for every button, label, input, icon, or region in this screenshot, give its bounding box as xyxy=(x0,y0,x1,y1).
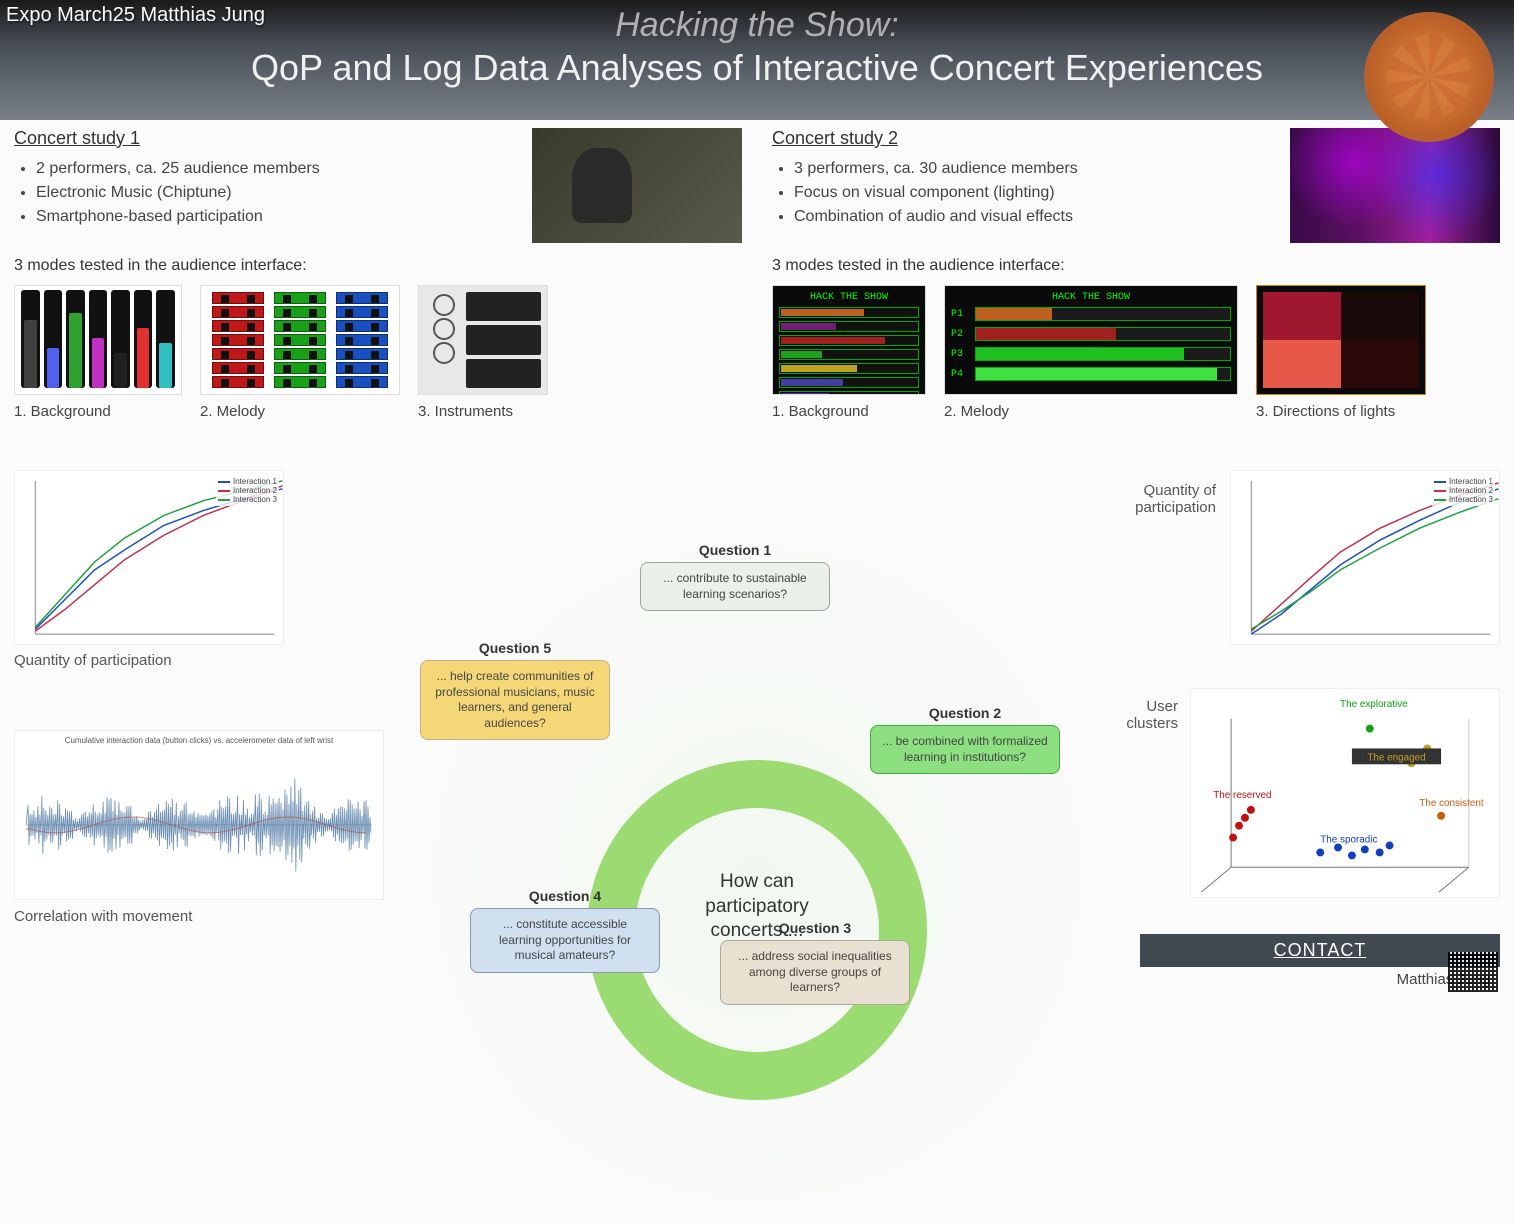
study-1-mode-3: 3. Instruments xyxy=(418,285,548,420)
study-1-mode-1: 1. Background xyxy=(14,285,182,420)
melody-sliders-ui: HACK THE SHOW P1P2P3P4 xyxy=(944,285,1238,395)
study-2-mode-3: 3. Directions of lights xyxy=(1256,285,1426,420)
svg-text:The reserved: The reserved xyxy=(1213,790,1271,801)
chart-quantity-left-label: Quantity of participation xyxy=(14,652,172,669)
study-1-bullets: 2 performers, ca. 25 audience members El… xyxy=(14,157,512,229)
contact-block: CONTACT Matthias Jung xyxy=(1140,934,1500,988)
study-2-mode-2: HACK THE SHOW P1P2P3P4 2. Melody xyxy=(944,285,1238,420)
study-1: Concert study 1 2 performers, ca. 25 aud… xyxy=(14,128,742,420)
chart-quantity-right-label: Quantity of participation xyxy=(1096,482,1216,516)
light-direction-ui xyxy=(1256,285,1426,395)
svg-text:Cumulative interaction data (b: Cumulative interaction data (button clic… xyxy=(65,736,334,745)
study-2-modes-label: 3 modes tested in the audience interface… xyxy=(772,257,1500,275)
chart-correlation: Cumulative interaction data (button clic… xyxy=(14,730,384,900)
question-box: Question 2... be combined with formalize… xyxy=(870,705,1060,774)
chart-correlation-label: Correlation with movement xyxy=(14,908,192,925)
poster-subtitle: QoP and Log Data Analyses of Interactive… xyxy=(0,47,1514,89)
question-box: Question 4... constitute accessible lear… xyxy=(470,888,660,973)
contact-name: Matthias Jung xyxy=(1140,967,1500,988)
instruments-ui xyxy=(418,285,548,395)
svg-text:The explorative: The explorative xyxy=(1340,699,1408,710)
study-2-photo xyxy=(1290,128,1500,243)
study-2-title: Concert study 2 xyxy=(772,128,1270,149)
study-1-modes-label: 3 modes tested in the audience interface… xyxy=(14,257,742,275)
chart-user-clusters-label: User clusters xyxy=(1098,698,1178,732)
faders-ui xyxy=(14,285,182,395)
study-2-mode-1: HACK THE SHOW 1. Background xyxy=(772,285,926,420)
chart-quantity-right: Interaction 1Interaction 2Interaction 3 xyxy=(1230,470,1500,645)
svg-text:The sporadic: The sporadic xyxy=(1320,835,1377,846)
question-box: Question 3... address social inequalitie… xyxy=(720,920,910,1005)
grid-buttons-ui xyxy=(200,285,400,395)
chart-user-clusters: The explorative The engaged The reserved Th… xyxy=(1190,688,1500,898)
study-2-bullets: 3 performers, ca. 30 audience members Fo… xyxy=(772,157,1270,229)
qr-code xyxy=(1448,952,1498,992)
study-1-mode-2: 2. Melody xyxy=(200,285,400,420)
question-box: Question 1... contribute to sustainable … xyxy=(640,542,830,611)
question-box: Question 5... help create communities of… xyxy=(420,640,610,740)
study-2: Concert study 2 3 performers, ca. 30 aud… xyxy=(772,128,1500,420)
background-list-ui: HACK THE SHOW xyxy=(772,285,926,395)
contact-title: CONTACT xyxy=(1140,934,1500,967)
study-1-photo xyxy=(532,128,742,243)
studies-row: Concert study 1 2 performers, ca. 25 aud… xyxy=(0,120,1514,420)
lower-region: How can participatory concerts ... Inter… xyxy=(0,470,1514,996)
video-overlay-title: Expo March25 Matthias Jung xyxy=(6,4,265,27)
chart-quantity-left: Interaction 1Interaction 2Interaction 3 xyxy=(14,470,284,645)
study-1-title: Concert study 1 xyxy=(14,128,512,149)
university-logo xyxy=(1364,12,1494,142)
svg-text:The consistent: The consistent xyxy=(1419,798,1484,809)
svg-text:The engaged: The engaged xyxy=(1367,752,1425,763)
